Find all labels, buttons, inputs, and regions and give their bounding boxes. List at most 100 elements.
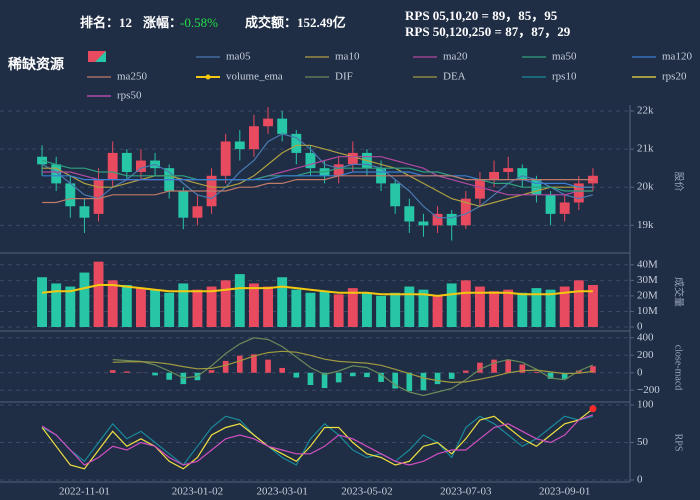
legend-label: ma250 [117, 71, 147, 83]
volume-bar [432, 295, 443, 327]
volume-bar [248, 283, 259, 327]
macd-bar [477, 362, 483, 373]
y-tick-label: 0 [637, 474, 643, 486]
y-tick-label: 20k [637, 181, 654, 193]
volume-bar [347, 288, 358, 327]
candle-body [220, 141, 231, 176]
rps-long: RPS 50,120,250 = 87，87，29 [405, 24, 571, 39]
rank: 排名：12 [80, 15, 132, 30]
candle-body [573, 183, 584, 203]
volume-bar [263, 286, 274, 327]
y-tick-label: 22k [637, 105, 654, 117]
legend-label: ma20 [443, 51, 468, 63]
legend-label: rps10 [552, 71, 577, 83]
macd-bar [208, 370, 215, 373]
candle-body [135, 160, 146, 172]
volume-bar [93, 261, 104, 327]
volume-bar [277, 277, 288, 327]
macd-bar [166, 372, 173, 380]
volume-bar [135, 288, 146, 327]
volume-bar [376, 295, 387, 327]
volume-bar [587, 285, 598, 327]
legend-label: volume_ema [226, 71, 283, 83]
macd-bar [222, 360, 229, 373]
volume-bar [390, 292, 401, 327]
candle-body [178, 191, 189, 218]
macd-bar [236, 355, 243, 373]
volume-bar [164, 292, 175, 327]
volume-bar [404, 286, 415, 327]
y-tick-label: 0 [637, 321, 643, 333]
candle-body [121, 152, 132, 172]
candle-body [460, 198, 471, 226]
volume-bar [319, 291, 330, 327]
x-tick-label: 2023-09-01 [539, 486, 590, 498]
series-line [41, 133, 594, 219]
series-line [41, 284, 593, 297]
x-tick-label: 2022-11-01 [59, 486, 110, 498]
series-line [41, 159, 593, 192]
macd-bar [109, 370, 116, 373]
volume-bar [446, 283, 457, 327]
legend-label: ma10 [335, 51, 360, 63]
volume-bar [65, 286, 76, 327]
macd-bar [279, 367, 286, 373]
macd-bar [251, 354, 257, 373]
legend-icon-up [88, 51, 106, 62]
series-line [42, 175, 593, 204]
y-tick-label: 21k [637, 143, 654, 155]
candle-body [234, 141, 245, 150]
series-line [41, 415, 594, 466]
volume-bar [107, 280, 118, 327]
candle-body [404, 206, 415, 222]
series-line [42, 144, 593, 207]
turnover: 成交额：152.49亿 [245, 15, 346, 30]
macd-bar [533, 371, 540, 373]
volume-bar [192, 289, 203, 327]
x-tick-label: 2023-01-02 [172, 486, 223, 498]
volume-bar [474, 286, 485, 327]
macd-bar [590, 366, 596, 373]
macd-bar [505, 359, 512, 373]
x-tick-label: 2023-03-01 [257, 486, 308, 498]
candle-body [65, 183, 76, 207]
y-axis-label: 成交量 [673, 277, 686, 307]
volume-bar [121, 285, 132, 327]
macd-bar [307, 372, 314, 385]
volume-bar [291, 289, 302, 327]
candle-body [192, 206, 203, 218]
candle-body [474, 179, 485, 199]
candle-body [489, 171, 500, 180]
macd-bar [462, 370, 469, 373]
volume-bar [305, 292, 316, 327]
legend-label: rps50 [117, 90, 142, 102]
macd-bar [406, 372, 413, 392]
candle-body [333, 164, 344, 176]
macd-bar [491, 359, 497, 373]
candle-body [93, 179, 104, 214]
chart-title: 稀缺资源 [8, 56, 64, 73]
volume-bar [234, 274, 245, 327]
volume-bar [333, 294, 344, 327]
y-tick-label: 30M [637, 274, 658, 286]
volume-bar [460, 280, 471, 327]
candle-body [517, 168, 528, 180]
volume-bar [178, 283, 189, 327]
candle-body [418, 221, 429, 226]
x-tick-label: 2023-05-02 [341, 486, 392, 498]
volume-bar [531, 288, 542, 327]
candle-body [446, 213, 457, 226]
macd-bar [519, 364, 526, 373]
y-tick-label: 100 [637, 399, 654, 411]
macd-bar [349, 372, 356, 377]
legend-label: DIF [335, 71, 353, 83]
y-tick-label: 0 [637, 366, 643, 378]
volume-bar [545, 289, 556, 327]
y-tick-label: 20M [637, 289, 658, 301]
y-axis-label: close-macd [673, 345, 684, 391]
legend-icon-down [95, 51, 106, 62]
volume-bar [418, 289, 429, 327]
macd-bar [392, 372, 399, 389]
volume-bar [150, 289, 161, 327]
